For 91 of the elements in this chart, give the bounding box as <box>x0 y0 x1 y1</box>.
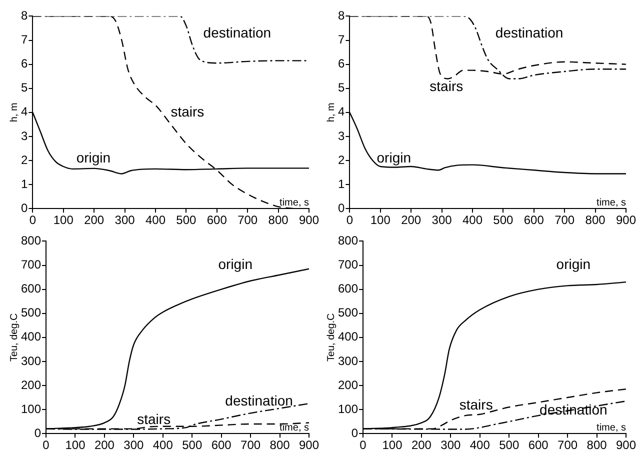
x-axis-title: time, s <box>280 197 309 208</box>
y-tick-label: 300 <box>20 354 42 368</box>
series-label: origin <box>556 256 591 272</box>
x-tick-label: 500 <box>499 438 520 452</box>
x-tick-label: 500 <box>176 213 197 228</box>
x-tick-label: 700 <box>240 438 261 452</box>
x-tick-label: 900 <box>616 213 636 228</box>
y-tick-label: 5 <box>338 80 345 95</box>
y-tick-label: 800 <box>338 234 358 248</box>
y-tick-label: 3 <box>20 128 28 143</box>
series-label: destination <box>203 24 272 40</box>
x-tick-label: 400 <box>145 213 166 228</box>
y-tick-label: 800 <box>20 234 42 248</box>
series-label: stairs <box>137 410 171 427</box>
y-axis-title: Teu, deg.C <box>326 313 337 362</box>
series-label: destination <box>495 24 564 40</box>
y-tick-label: 3 <box>338 128 345 143</box>
y-tick-label: 0 <box>34 426 42 440</box>
y-tick-label: 1 <box>20 176 28 191</box>
y-tick-label: 8 <box>338 8 345 23</box>
x-tick-label: 200 <box>411 438 432 452</box>
y-tick-label: 200 <box>20 378 42 392</box>
y-tick-label: 700 <box>338 258 358 272</box>
y-tick-label: 500 <box>20 306 42 320</box>
y-tick-label: 300 <box>338 354 358 368</box>
y-tick-label: 100 <box>338 402 358 416</box>
series-label: stairs <box>459 396 493 413</box>
y-tick-label: 4 <box>338 104 345 119</box>
y-tick-label: 400 <box>338 330 358 344</box>
x-tick-label: 400 <box>152 438 174 452</box>
x-tick-label: 300 <box>440 438 462 452</box>
y-tick-label: 2 <box>20 152 28 167</box>
series-label: stairs <box>430 78 464 94</box>
x-tick-label: 300 <box>114 213 136 228</box>
y-tick-label: 100 <box>20 402 42 416</box>
x-tick-label: 800 <box>585 213 606 228</box>
x-tick-label: 100 <box>370 213 391 228</box>
y-axis-title: h, m <box>8 102 20 122</box>
x-tick-label: 400 <box>462 213 483 228</box>
y-tick-label: 6 <box>338 56 345 71</box>
x-tick-label: 300 <box>124 438 144 452</box>
x-tick-label: 600 <box>524 213 544 228</box>
series-label: origin <box>76 149 111 166</box>
y-tick-label: 0 <box>351 426 358 440</box>
x-tick-label: 900 <box>616 438 636 452</box>
x-tick-label: 700 <box>558 438 578 452</box>
x-axis-title: time, s <box>596 197 626 208</box>
y-tick-label: 700 <box>20 258 42 272</box>
x-tick-label: 200 <box>84 213 104 228</box>
x-tick-label: 800 <box>270 438 290 452</box>
y-tick-label: 7 <box>20 32 28 47</box>
y-tick-label: 6 <box>20 56 28 71</box>
x-tick-label: 600 <box>528 438 549 452</box>
x-tick-label: 200 <box>401 213 422 228</box>
x-tick-label: 700 <box>238 213 258 228</box>
x-tick-label: 900 <box>298 213 320 228</box>
x-tick-label: 500 <box>182 438 202 452</box>
x-tick-label: 600 <box>206 213 228 228</box>
x-tick-label: 900 <box>298 438 320 452</box>
y-tick-label: 5 <box>20 80 28 95</box>
y-tick-label: 7 <box>338 32 345 47</box>
y-axis-title: h, m <box>326 102 337 122</box>
series-label: origin <box>376 149 412 166</box>
x-tick-label: 300 <box>432 213 452 228</box>
y-tick-label: 2 <box>338 152 345 167</box>
x-tick-label: 700 <box>554 213 575 228</box>
x-tick-label: 800 <box>586 438 608 452</box>
y-axis-title: Teu, deg.C <box>8 313 20 362</box>
series-label: destination <box>225 392 293 409</box>
x-tick-label: 600 <box>211 438 232 452</box>
x-tick-label: 100 <box>382 438 403 452</box>
y-tick-label: 500 <box>338 306 358 320</box>
series-label: origin <box>218 256 252 272</box>
y-tick-label: 8 <box>20 8 28 23</box>
x-tick-label: 100 <box>65 438 86 452</box>
x-tick-label: 100 <box>53 213 74 228</box>
series-label: stairs <box>170 103 204 120</box>
x-tick-label: 800 <box>268 213 289 228</box>
y-tick-label: 400 <box>20 330 42 344</box>
y-tick-label: 4 <box>20 104 28 119</box>
y-tick-label: 600 <box>338 282 358 296</box>
x-axis-title: time, s <box>596 422 626 434</box>
y-tick-label: 0 <box>338 200 345 215</box>
x-tick-label: 400 <box>470 438 490 452</box>
x-axis-title: time, s <box>280 422 309 434</box>
y-tick-label: 0 <box>20 200 28 215</box>
x-tick-label: 500 <box>493 213 514 228</box>
x-tick-label: 200 <box>94 438 115 452</box>
y-tick-label: 600 <box>20 282 42 296</box>
y-tick-label: 1 <box>338 176 345 191</box>
y-tick-label: 200 <box>338 378 358 392</box>
